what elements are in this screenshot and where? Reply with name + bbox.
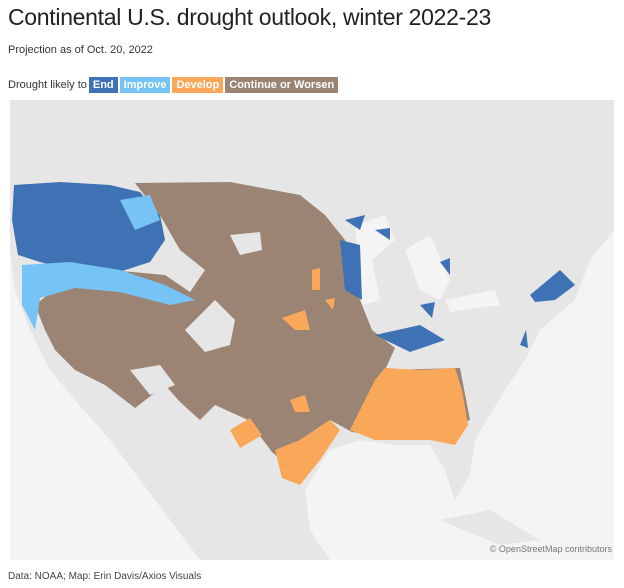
region-develop-plains [282, 268, 335, 330]
legend-label: Drought likely to [8, 79, 87, 91]
region-develop-texas [230, 395, 340, 485]
great-lakes [355, 215, 500, 312]
legend-develop: Develop [172, 77, 224, 93]
legend-end: End [88, 77, 118, 93]
region-end-northeast [520, 270, 575, 348]
page-title: Continental U.S. drought outlook, winter… [8, 4, 491, 30]
legend-improve: Improve [119, 77, 171, 93]
subtitle: Projection as of Oct. 20, 2022 [8, 44, 153, 56]
drought-map[interactable] [10, 100, 614, 560]
region-continue-or-worsen [35, 182, 470, 470]
legend: Drought likely to End Improve Develop Co… [8, 77, 339, 93]
cuba [440, 510, 540, 545]
legend-continue: Continue or Worsen [225, 77, 339, 93]
region-end-midwest [340, 215, 450, 352]
map-credit: © OpenStreetMap contributors [489, 544, 612, 554]
region-improve-west [22, 195, 195, 330]
region-white-gaps [130, 232, 262, 395]
source-note: Data: NOAA; Map: Erin Davis/Axios Visual… [8, 571, 202, 582]
region-develop-south [350, 368, 468, 445]
